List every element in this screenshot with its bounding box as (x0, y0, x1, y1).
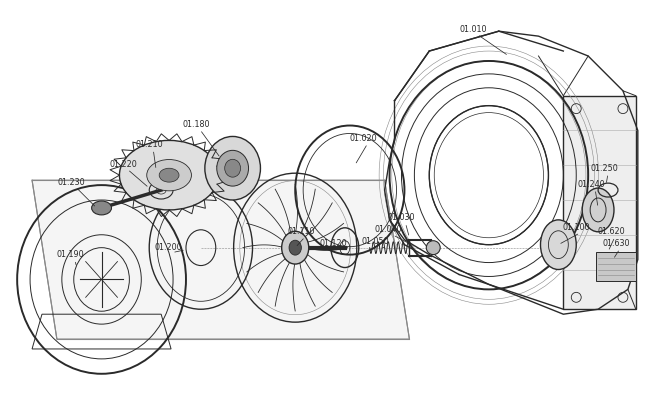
Text: 01.220: 01.220 (109, 160, 137, 169)
Text: 01.050: 01.050 (362, 237, 389, 246)
Text: 01.040: 01.040 (375, 225, 402, 234)
Ellipse shape (92, 201, 111, 215)
Text: 01.180: 01.180 (182, 120, 210, 129)
Ellipse shape (289, 240, 301, 255)
Circle shape (426, 241, 440, 255)
Text: 01.030: 01.030 (387, 213, 415, 222)
Ellipse shape (217, 150, 249, 186)
Ellipse shape (282, 231, 309, 264)
Text: 01.200: 01.200 (154, 243, 182, 252)
Text: 01.230: 01.230 (58, 178, 85, 187)
Ellipse shape (159, 168, 179, 182)
Polygon shape (32, 180, 409, 339)
Text: 01.620: 01.620 (597, 227, 625, 236)
Text: 01.110: 01.110 (287, 227, 315, 236)
Ellipse shape (540, 220, 576, 270)
Ellipse shape (205, 136, 260, 200)
Text: 01.020: 01.020 (350, 134, 378, 143)
Text: 01.630: 01.630 (602, 239, 630, 248)
Ellipse shape (582, 188, 614, 232)
Polygon shape (563, 96, 636, 309)
Text: 01.010: 01.010 (459, 25, 486, 34)
Ellipse shape (225, 159, 241, 177)
Text: 01.100: 01.100 (562, 223, 590, 232)
Text: 01.190: 01.190 (57, 250, 85, 259)
Text: 01.120: 01.120 (319, 239, 347, 248)
Text: 01.210: 01.210 (135, 140, 163, 149)
Ellipse shape (119, 140, 219, 210)
Text: 01.250: 01.250 (590, 164, 618, 173)
Ellipse shape (146, 160, 191, 191)
Polygon shape (596, 252, 636, 282)
Text: 01.240: 01.240 (577, 180, 605, 189)
